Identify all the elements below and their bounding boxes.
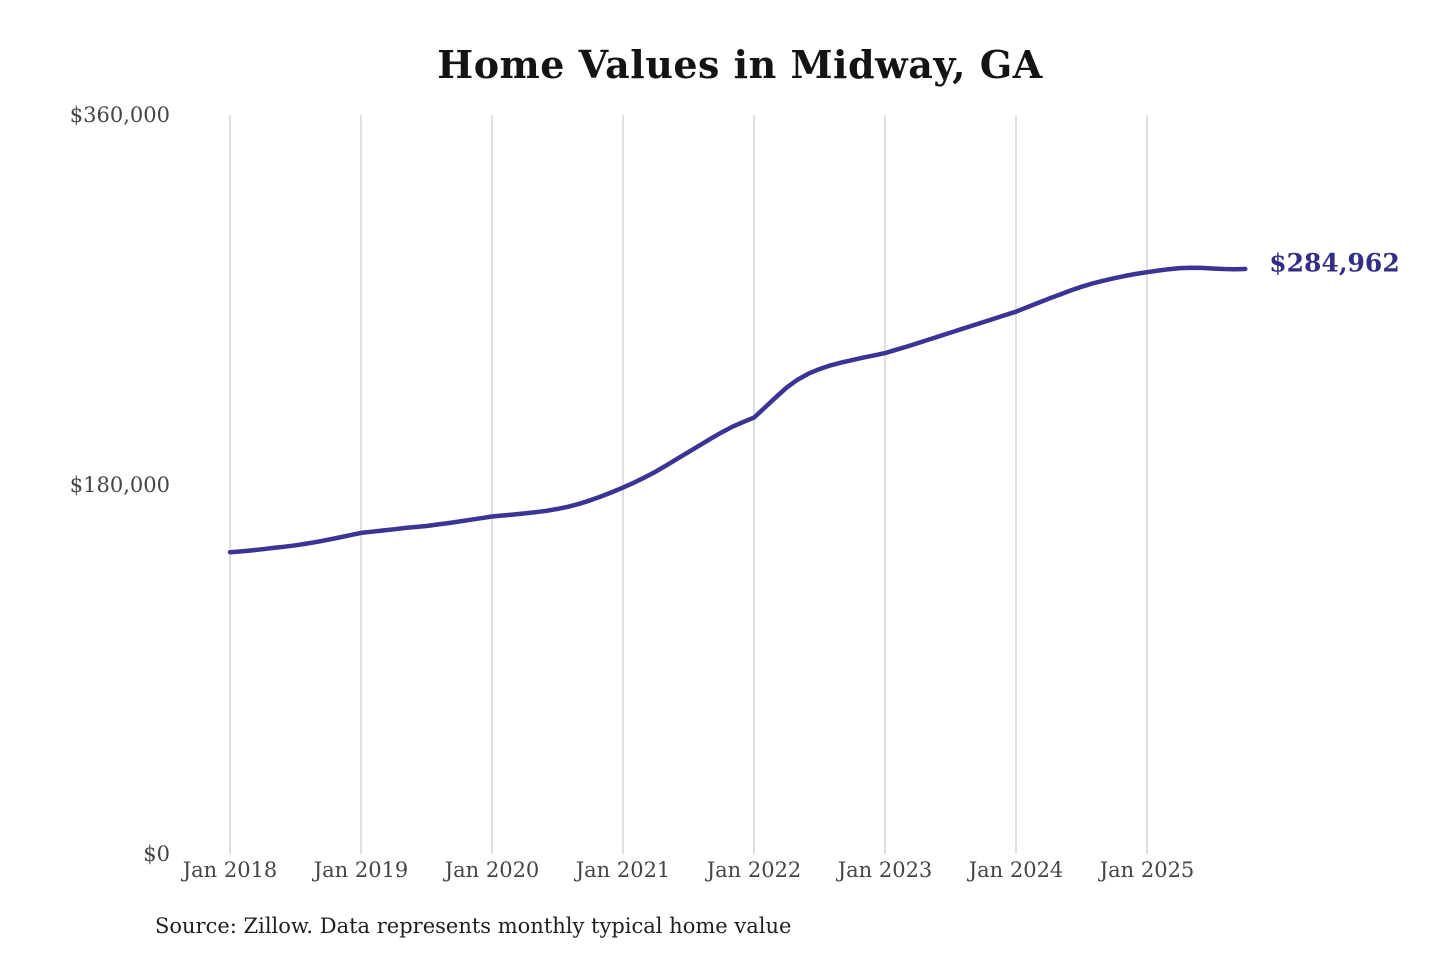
y-tick-label: $0 [143,842,170,866]
x-tick-label: Jan 2023 [837,858,933,882]
x-tick-label: Jan 2018 [182,858,278,882]
x-tick-label: Jan 2019 [313,858,409,882]
x-tick-label: Jan 2022 [706,858,802,882]
source-note: Source: Zillow. Data represents monthly … [155,914,792,938]
x-tick-label: Jan 2020 [444,858,540,882]
chart-title: Home Values in Midway, GA [437,42,1043,87]
y-tick-label: $180,000 [69,472,170,497]
vertical-gridlines [229,115,1148,854]
home-value-line [227,265,1248,555]
x-tick-label: Jan 2021 [575,858,671,882]
latest-value-label: $284,962 [1269,248,1400,278]
y-tick-label: $360,000 [69,103,170,127]
x-tick-label: Jan 2025 [1099,858,1195,882]
x-tick-label: Jan 2024 [968,858,1064,882]
